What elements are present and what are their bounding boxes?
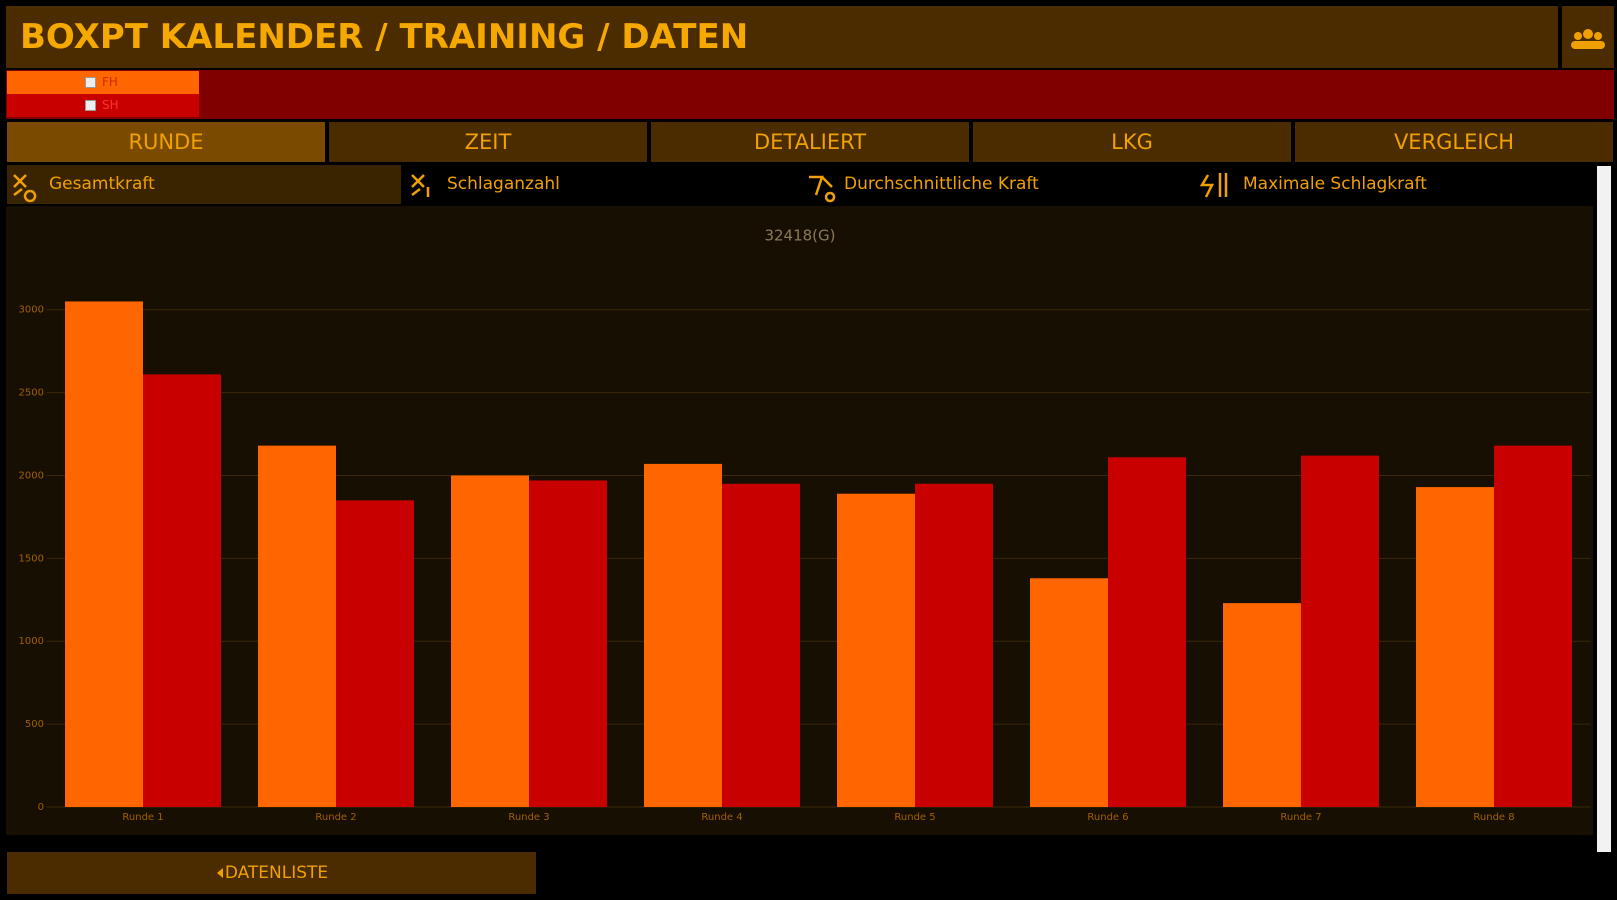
bar bbox=[65, 301, 143, 807]
y-tick-label: 0 bbox=[38, 802, 44, 813]
y-tick-label: 2000 bbox=[19, 470, 44, 481]
bar bbox=[722, 483, 800, 807]
x-tick-label: Runde 4 bbox=[701, 812, 742, 823]
subtab-label: Durchschnittliche Kraft bbox=[844, 174, 1039, 194]
tab[interactable]: RUNDE bbox=[7, 122, 325, 162]
subtab-label: Maximale Schlagkraft bbox=[1243, 174, 1427, 194]
x-tick-label: Runde 3 bbox=[508, 812, 549, 823]
users-button[interactable] bbox=[1562, 6, 1614, 68]
y-tick-label: 3000 bbox=[19, 305, 44, 316]
subtab[interactable]: Schlaganzahl bbox=[405, 165, 799, 204]
tab[interactable]: DETALIERT bbox=[651, 122, 969, 162]
bar bbox=[1301, 455, 1379, 807]
tab[interactable]: ZEIT bbox=[329, 122, 647, 162]
bar bbox=[529, 480, 607, 807]
bar bbox=[915, 483, 993, 807]
checkbox[interactable] bbox=[85, 100, 96, 111]
legend-fh[interactable]: FH bbox=[7, 71, 199, 94]
bar bbox=[451, 475, 529, 807]
header-title: BOXPT KALENDER / TRAINING / DATEN bbox=[6, 6, 1558, 68]
bar bbox=[837, 493, 915, 807]
button-label: DATENLISTE bbox=[224, 863, 329, 883]
bar bbox=[1108, 457, 1186, 807]
x-tick-label: Runde 7 bbox=[1280, 812, 1321, 823]
legend-label: SH bbox=[102, 98, 119, 112]
bar bbox=[336, 500, 414, 807]
legend-label: FH bbox=[102, 75, 118, 89]
legend-sh[interactable]: SH bbox=[7, 94, 199, 117]
checkbox[interactable] bbox=[85, 77, 96, 88]
bar bbox=[143, 374, 221, 807]
subtab[interactable]: Maximale Schlagkraft bbox=[1201, 165, 1595, 204]
subtab-label: Gesamtkraft bbox=[49, 174, 155, 194]
y-tick-label: 2500 bbox=[19, 388, 44, 399]
bar bbox=[1223, 603, 1301, 807]
bar bbox=[644, 463, 722, 807]
datenliste-button[interactable]: DATENLISTE bbox=[7, 852, 536, 894]
x-tick-label: Runde 1 bbox=[122, 812, 163, 823]
arrow-icon bbox=[216, 868, 223, 878]
bar bbox=[1030, 578, 1108, 807]
name-bar bbox=[6, 70, 1614, 119]
y-tick-label: 1500 bbox=[19, 553, 44, 564]
tab[interactable]: VERGLEICH bbox=[1295, 122, 1613, 162]
x-tick-label: Runde 5 bbox=[894, 812, 935, 823]
y-tick-label: 1000 bbox=[19, 636, 44, 647]
bar bbox=[258, 445, 336, 807]
scrollbar[interactable] bbox=[1597, 166, 1611, 852]
y-tick-label: 500 bbox=[25, 719, 44, 730]
chart-title: 32418(G) bbox=[764, 227, 835, 245]
bar bbox=[1416, 487, 1494, 807]
subtab[interactable]: Gesamtkraft bbox=[7, 165, 401, 204]
tab[interactable]: LKG bbox=[973, 122, 1291, 162]
x-tick-label: Runde 6 bbox=[1087, 812, 1128, 823]
bar bbox=[1494, 445, 1572, 807]
x-tick-label: Runde 2 bbox=[315, 812, 356, 823]
subtab-icons bbox=[13, 173, 1228, 203]
subtab[interactable]: Durchschnittliche Kraft bbox=[802, 165, 1196, 204]
subtab-label: Schlaganzahl bbox=[447, 174, 560, 194]
x-tick-label: Runde 8 bbox=[1473, 812, 1514, 823]
users-icon bbox=[1571, 29, 1605, 49]
chart: 32418(G) 0 500 1000 1500 2000 2500 3000 Runde 1… bbox=[19, 227, 1591, 823]
